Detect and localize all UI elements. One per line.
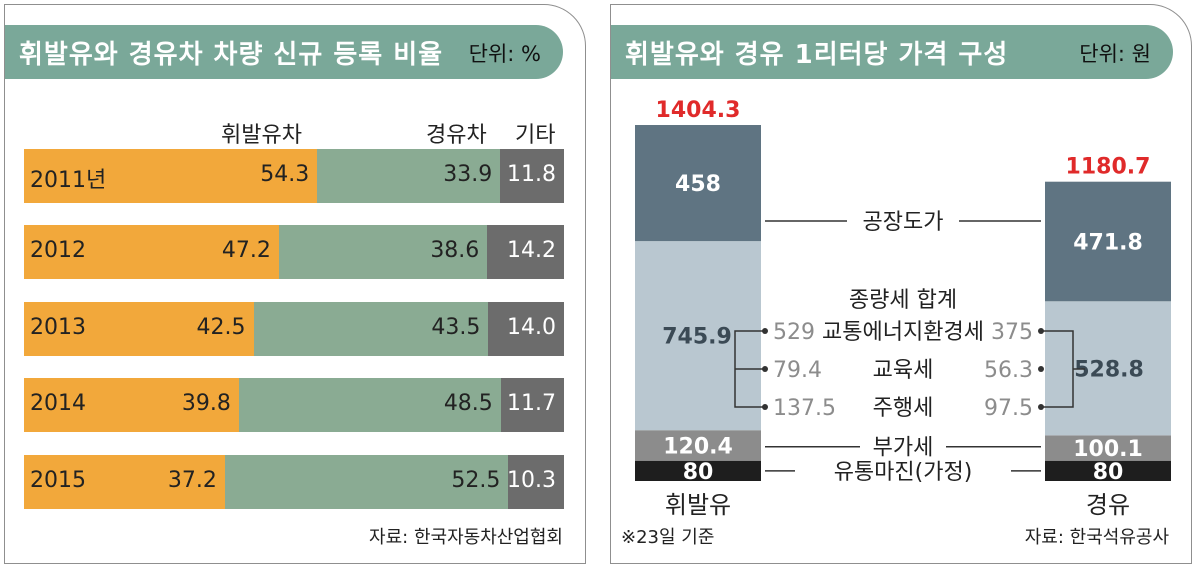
price-bar-margin [635,460,761,481]
value-label-gasoline-car: 48.5 [443,391,493,416]
bar-diesel-car [24,302,254,356]
segment-value: 100.1 [1073,437,1143,462]
label-background [860,432,946,461]
segment-value: 80 [683,460,714,485]
value-label-other: 14.0 [507,315,556,340]
tax-group-label: 종량세 합계 [849,288,957,313]
bar-other [487,225,564,279]
price-composition-panel: 휘발유와 경유 1리터당 가격 구성 단위: 원 1404.3 휘발유 1180.7… [610,4,1192,564]
bracket-dot [1038,366,1044,372]
price-header: 휘발유와 경유 1리터당 가격 구성 단위: 원 [611,25,1173,79]
price-source: 자료: 한국석유공사 [1024,527,1169,548]
bar-gasoline-car [238,378,501,432]
segment-value: 471.8 [1073,230,1143,255]
year-label: 2013 [30,315,86,340]
tax-name: 주행세 [873,396,934,421]
value-label-diesel-car: 47.2 [221,238,271,263]
bar-diesel-car [24,225,279,279]
year-label: 2014 [30,391,86,416]
segment-value: 745.9 [662,325,732,350]
value-label-diesel-car: 54.3 [260,162,310,187]
total-label: 1180.7 [1066,155,1151,180]
bar-gasoline-car [317,149,501,203]
bar-other [500,378,564,432]
segment-value: 528.8 [1074,357,1144,382]
tax-name: 교통에너지환경세 [822,320,984,345]
bar-row: 37.2 52.5 10.3 2015 [24,455,564,509]
legend-gasoline-car: 경유차 [426,123,487,148]
value-label-gasoline-car: 38.6 [430,238,480,263]
registration-header: 휘발유와 경유차 차량 신규 등록 비율 단위: % [5,25,563,79]
value-label-other: 11.8 [507,162,556,187]
category-label: 공장도가 [863,210,944,235]
legend-other: 기타 [515,123,556,148]
label-background [795,456,1011,485]
price-bar-factory-price [1045,181,1171,302]
value-label-diesel-car: 42.5 [196,315,246,340]
price-bar-vat [1045,435,1171,461]
total-label: 1404.3 [656,98,741,123]
fuel-label: 휘발유 [665,491,731,519]
bar-diesel-car [24,455,225,509]
bar-gasoline-car [224,455,509,509]
segment-value: 80 [1093,460,1124,485]
registration-title: 휘발유와 경유차 차량 신규 등록 비율 [19,40,444,70]
bar-gasoline-car [253,302,489,356]
year-label: 2012 [30,238,86,263]
bar-other [508,455,564,509]
bar-row: 54.3 33.9 11.8 2011년 [24,149,564,203]
price-note: ※23일 기준 [621,527,715,548]
tax-value-diesel: 529 [773,320,815,345]
bar-diesel-car [24,378,239,432]
value-label-diesel-car: 39.8 [181,391,231,416]
segment-value: 458 [675,172,721,197]
tax-value-diesel: 137.5 [773,396,836,421]
year-label: 2011년 [30,168,107,193]
value-label-other: 11.7 [507,391,556,416]
bar-other [500,149,564,203]
bar-row: 42.5 43.5 14.0 2013 [24,302,564,356]
price-title: 휘발유와 경유 1리터당 가격 구성 [625,40,1009,70]
registration-ratio-panel: 휘발유와 경유차 차량 신규 등록 비율 단위: % 휘발유차 경유차 기타 5… [4,4,586,564]
price-bar-margin [1045,460,1171,481]
tax-value-gasoline: 56.3 [984,358,1033,383]
tax-value-gasoline: 97.5 [984,396,1033,421]
value-label-gasoline-car: 33.9 [443,162,493,187]
label-background [847,207,959,235]
category-label: 유통마진(가정) [834,460,973,485]
price-unit: 단위: 원 [1079,42,1151,66]
bar-gasoline-car [278,225,488,279]
bar-other [488,302,564,356]
price-bar-vat [635,430,761,461]
registration-unit: 단위: % [468,42,541,66]
value-label-gasoline-car: 43.5 [431,315,481,340]
bar-row: 47.2 38.6 14.2 2012 [24,225,564,279]
value-label-diesel-car: 37.2 [167,468,217,493]
tax-value-diesel: 79.4 [773,358,822,383]
category-label: 부가세 [873,436,934,461]
value-label-gasoline-car: 52.5 [451,468,501,493]
fuel-label: 경유 [1086,491,1130,519]
segment-value: 120.4 [663,434,733,459]
price-bar-taxes [1045,301,1171,436]
value-label-other: 10.3 [507,468,556,493]
year-label: 2015 [30,468,86,493]
price-bar-taxes [635,241,761,431]
registration-source: 자료: 한국자동차산업협회 [369,527,563,548]
value-label-other: 14.2 [507,238,556,263]
tax-name: 교육세 [873,358,934,383]
tax-value-gasoline: 375 [991,320,1033,345]
bar-diesel-car [24,149,318,203]
bar-row: 39.8 48.5 11.7 2014 [24,378,564,432]
price-bar-factory-price [635,125,761,242]
legend-diesel-car: 휘발유차 [221,123,302,148]
